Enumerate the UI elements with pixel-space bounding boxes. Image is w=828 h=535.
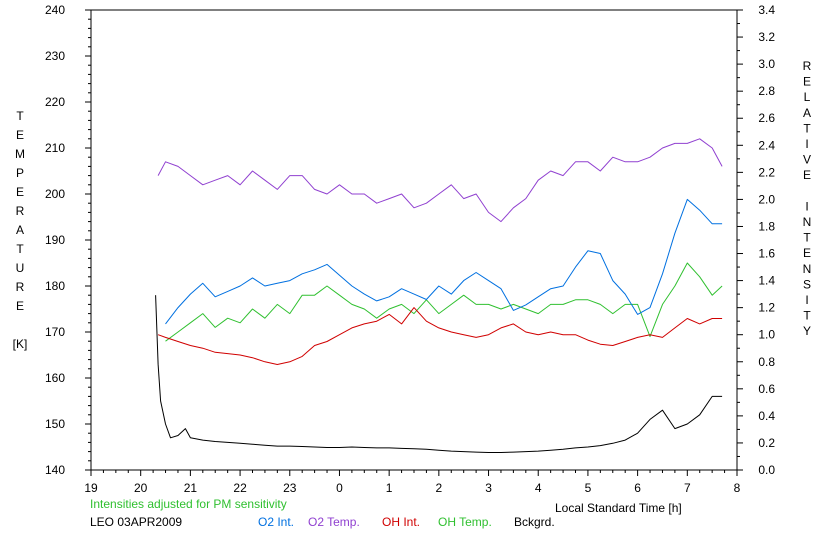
y-right-tick-label: 0.6: [758, 382, 775, 396]
y-left-title-char: R: [16, 204, 25, 218]
x-tick-label: 7: [684, 481, 691, 495]
y-left-tick-label: 240: [45, 3, 65, 17]
y-left-title-char: T: [16, 242, 24, 256]
x-tick-label: 8: [734, 481, 741, 495]
y-right-tick-label: 2.6: [758, 111, 775, 125]
y-left-title-char: R: [16, 280, 25, 294]
y-left-title-char: E: [16, 185, 24, 199]
y-left-tick-label: 140: [45, 463, 65, 477]
x-axis-title: Local Standard Time [h]: [555, 501, 682, 515]
y-left-title-char: A: [16, 223, 24, 237]
y-right-title-char: L: [804, 90, 811, 104]
axes-group: 19 20 21 22 23 0 1 2 3 4 5 6 7 8140150160170180190200…: [45, 3, 775, 495]
x-tick-label: 19: [84, 481, 98, 495]
x-tick-label: 3: [485, 481, 492, 495]
y-left-tick-label: 180: [45, 279, 65, 293]
y-right-tick-label: 2.0: [758, 192, 775, 206]
series-line-bckgrd: [155, 295, 723, 453]
y-right-tick-label: 3.2: [758, 30, 775, 44]
y-right-tick-label: 3.4: [758, 3, 775, 17]
x-tick-label: 4: [535, 481, 542, 495]
y-right-tick-label: 0.8: [758, 355, 775, 369]
y-left-tick-label: 160: [45, 371, 65, 385]
x-tick-label: 1: [386, 481, 393, 495]
y-left-title-char: M: [15, 147, 25, 161]
y-left-tick-label: 170: [45, 325, 65, 339]
y-right-title-char: T: [803, 121, 811, 135]
y-right-title-char: E: [803, 168, 811, 182]
site-date-label: LEO 03APR2009: [90, 515, 182, 529]
y-right-title-char: T: [803, 231, 811, 245]
series-line-oh-int: [157, 307, 723, 365]
x-tick-label: 0: [336, 481, 343, 495]
y-right-tick-label: 1.8: [758, 219, 775, 233]
series-group: [155, 138, 723, 453]
y-right-tick-label: 0.4: [758, 409, 775, 423]
y-left-tick-label: 220: [45, 95, 65, 109]
y-right-tick-label: 2.2: [758, 165, 775, 179]
y-left-tick-label: 190: [45, 233, 65, 247]
y-right-tick-label: 2.4: [758, 138, 775, 152]
y-right-title-char: R: [803, 59, 812, 73]
y-right-title-char: I: [805, 293, 808, 307]
y-left-title-char: [K]: [13, 337, 28, 351]
y-left-tick-label: 230: [45, 49, 65, 63]
x-tick-label: 22: [233, 481, 247, 495]
y-left-title-char: E: [16, 128, 24, 142]
legend-item-oh-temp: OH Temp.: [438, 515, 492, 529]
y-left-title-char: P: [16, 166, 24, 180]
y-left-tick-label: 210: [45, 141, 65, 155]
series-line-o2-int: [165, 198, 723, 325]
y-right-tick-label: 1.4: [758, 274, 775, 288]
x-tick-label: 21: [184, 481, 198, 495]
y-right-title-char: S: [803, 277, 811, 291]
y-right-tick-label: 1.2: [758, 301, 775, 315]
y-right-tick-label: 0.0: [758, 463, 775, 477]
y-right-title-char: A: [803, 106, 811, 120]
y-right-title-char: E: [803, 246, 811, 260]
sensitivity-note: Intensities adjusted for PM sensitivity: [90, 497, 287, 511]
legend-item-o2-temp: O2 Temp.: [308, 515, 360, 529]
y-right-title-char: V: [803, 153, 811, 167]
y-right-tick-label: 0.2: [758, 436, 775, 450]
legend-item-oh-int: OH Int.: [382, 515, 420, 529]
x-tick-label: 2: [436, 481, 443, 495]
y-left-title-char: E: [16, 299, 24, 313]
legend: O2 Int. O2 Temp. OH Int. OH Temp. Bckgrd.: [258, 515, 555, 529]
y-right-title-char: Y: [803, 324, 811, 338]
y-right-tick-label: 1.6: [758, 247, 775, 261]
legend-item-o2-int: O2 Int.: [258, 515, 294, 529]
y-right-tick-label: 3.0: [758, 57, 775, 71]
labels-group: Local Standard Time [h] Intensities adju…: [13, 59, 812, 529]
y-left-title-char: T: [16, 109, 24, 123]
y-right-title-char: I: [805, 137, 808, 151]
y-right-title-char: T: [803, 309, 811, 323]
legend-item-bckgrd: Bckgrd.: [514, 515, 555, 529]
x-tick-label: 23: [283, 481, 297, 495]
x-tick-label: 6: [634, 481, 641, 495]
x-tick-label: 20: [134, 481, 148, 495]
y-right-title-char: I: [805, 199, 808, 213]
y-left-tick-label: 150: [45, 417, 65, 431]
series-line-o2-temp: [157, 138, 723, 223]
y-right-title-char: E: [803, 75, 811, 89]
y-left-tick-label: 200: [45, 187, 65, 201]
y-right-tick-label: 2.8: [758, 84, 775, 98]
y-right-tick-label: 1.0: [758, 328, 775, 342]
y-left-title-char: U: [16, 261, 25, 275]
x-tick-label: 5: [585, 481, 592, 495]
y-right-title-char: N: [803, 215, 812, 229]
y-right-title-char: N: [803, 262, 812, 276]
